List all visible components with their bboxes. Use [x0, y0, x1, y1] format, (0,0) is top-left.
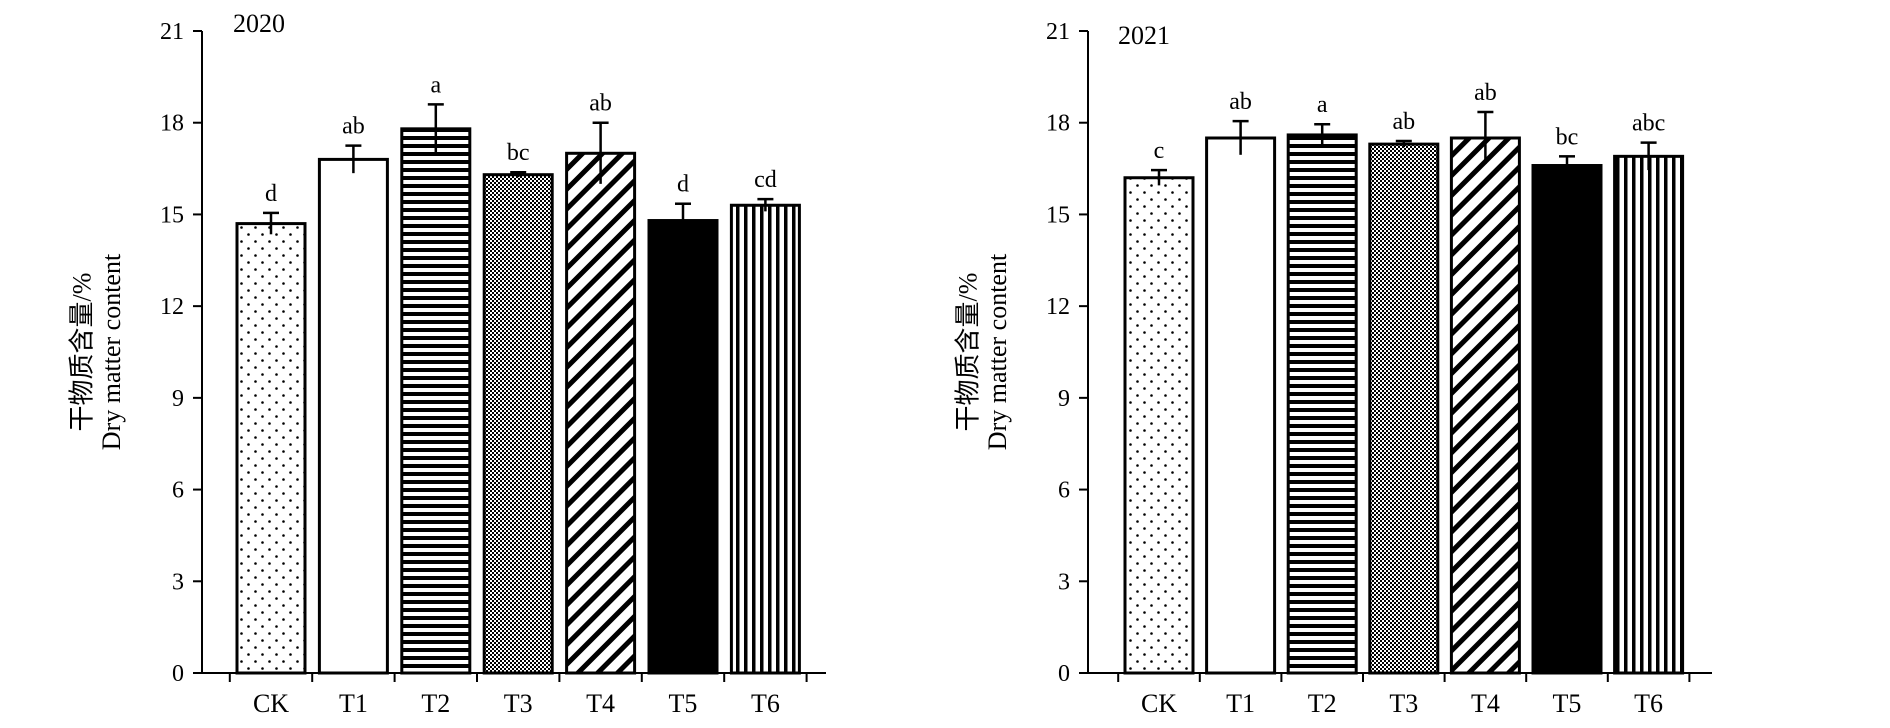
category-label-T1: T1: [1226, 689, 1255, 718]
y-tick-label: 6: [172, 478, 184, 504]
category-label-T2: T2: [421, 689, 450, 718]
significance-label-T3: bc: [507, 140, 530, 166]
significance-label-CK: d: [265, 181, 277, 207]
category-label-T5: T5: [1553, 689, 1582, 718]
significance-label-T2: a: [1317, 92, 1328, 118]
bar-T2: [1286, 133, 1358, 675]
bar-T6: [729, 203, 801, 675]
category-label-T6: T6: [1634, 689, 1663, 718]
significance-label-T1: ab: [342, 114, 365, 140]
significance-label-T1: ab: [1229, 89, 1252, 115]
category-label-T4: T4: [586, 689, 615, 718]
y-tick-label: 18: [160, 111, 184, 137]
bar-T6: [1613, 154, 1685, 675]
significance-label-T4: ab: [1474, 80, 1497, 106]
bar-CK: [1123, 176, 1195, 675]
category-label-T2: T2: [1308, 689, 1337, 718]
y-tick-label: 9: [1058, 386, 1070, 412]
y-tick-label: 12: [1046, 294, 1070, 320]
bar-CK: [235, 222, 307, 675]
y-axis-label-cn: 干物质含量/%: [953, 273, 982, 432]
significance-label-T6: cd: [754, 167, 777, 193]
y-tick-label: 3: [172, 569, 184, 595]
significance-label-T3: ab: [1392, 109, 1415, 135]
y-tick-label: 15: [1046, 202, 1070, 228]
y-axis-label-en: Dry matter content: [983, 253, 1012, 450]
category-label-T3: T3: [504, 689, 533, 718]
category-label-T1: T1: [339, 689, 368, 718]
y-tick-label: 21: [1046, 19, 1070, 45]
bar-T2: [400, 127, 472, 675]
significance-label-T5: d: [677, 172, 689, 198]
bar-T3: [1368, 142, 1440, 675]
panel-title-2020: 2020: [233, 9, 285, 38]
y-tick-label: 0: [1058, 661, 1070, 687]
panel-title-2021: 2021: [1118, 21, 1170, 50]
significance-label-T4: ab: [589, 91, 612, 117]
y-axis-label: 干物质含量/%Dry matter content: [67, 253, 126, 450]
significance-label-T5: bc: [1556, 124, 1579, 150]
category-label-CK: CK: [1141, 689, 1177, 718]
chart-panel-2021: 0 3 6 9 12 15 18 21 c CK ab T1 a T2 ab T3 ab T4 bc T5 abc T6 2…: [953, 19, 1712, 718]
y-tick-label: 6: [1058, 478, 1070, 504]
significance-label-T2: a: [430, 72, 441, 98]
bar-T5: [647, 219, 719, 675]
category-label-CK: CK: [253, 689, 289, 718]
significance-label-CK: c: [1154, 138, 1165, 164]
y-tick-label: 0: [172, 661, 184, 687]
y-axis-label-en: Dry matter content: [97, 253, 126, 450]
category-label-T5: T5: [669, 689, 698, 718]
y-tick-label: 15: [160, 202, 184, 228]
bar-T1: [1205, 136, 1277, 675]
y-axis-label-cn: 干物质含量/%: [67, 273, 96, 432]
bar-T3: [482, 173, 554, 675]
y-tick-label: 3: [1058, 569, 1070, 595]
chart-panel-2020: 0 3 6 9 12 15 18 21 d CK ab T1 a T2 bc T3 ab T4 d T5 cd T6 202…: [67, 9, 826, 718]
significance-label-T6: abc: [1632, 111, 1665, 137]
y-tick-label: 12: [160, 294, 184, 320]
y-tick-label: 21: [160, 19, 184, 45]
category-label-T6: T6: [751, 689, 780, 718]
bar-T4: [1449, 136, 1521, 675]
y-tick-label: 9: [172, 386, 184, 412]
bar-T4: [565, 151, 637, 675]
bar-T1: [317, 157, 389, 675]
category-label-T4: T4: [1471, 689, 1500, 718]
category-label-T3: T3: [1389, 689, 1418, 718]
bar-T5: [1531, 164, 1603, 675]
y-axis-label: 干物质含量/%Dry matter content: [953, 253, 1012, 450]
y-tick-label: 18: [1046, 111, 1070, 137]
